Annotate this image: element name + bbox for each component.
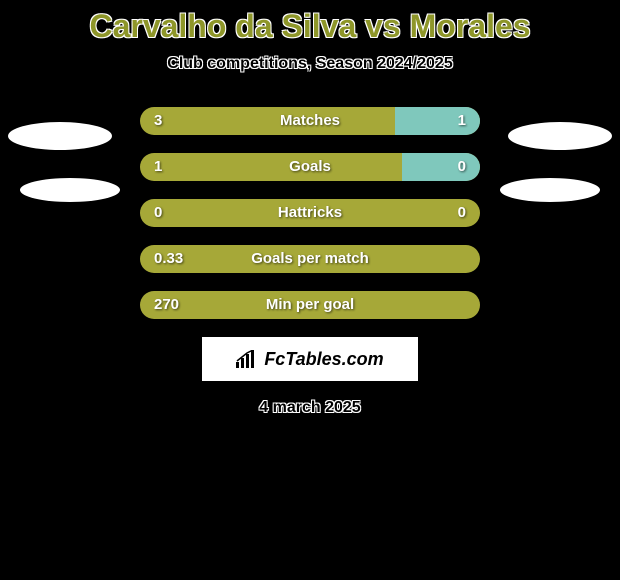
stat-label: Goals bbox=[140, 153, 480, 181]
stat-bar: 270Min per goal bbox=[140, 291, 480, 319]
subtitle: Club competitions, Season 2024/2025 bbox=[0, 55, 620, 73]
page-title: Carvalho da Silva vs Morales bbox=[0, 0, 620, 45]
right-decorative-ellipse bbox=[508, 122, 612, 150]
stat-label: Hattricks bbox=[140, 199, 480, 227]
stat-bar: 10Goals bbox=[140, 153, 480, 181]
brand-badge: FcTables.com bbox=[202, 337, 418, 381]
stat-label: Min per goal bbox=[140, 291, 480, 319]
stat-bar: 00Hattricks bbox=[140, 199, 480, 227]
left-decorative-ellipse bbox=[8, 122, 112, 150]
comparison-infographic: Carvalho da Silva vs Morales Club compet… bbox=[0, 0, 620, 580]
chart-icon bbox=[236, 350, 258, 368]
brand-text: FcTables.com bbox=[264, 349, 383, 370]
stat-bar: 0.33Goals per match bbox=[140, 245, 480, 273]
stat-label: Goals per match bbox=[140, 245, 480, 273]
date-text: 4 march 2025 bbox=[0, 399, 620, 417]
stat-label: Matches bbox=[140, 107, 480, 135]
left-decorative-ellipse bbox=[20, 178, 120, 202]
right-decorative-ellipse bbox=[500, 178, 600, 202]
stat-bar: 31Matches bbox=[140, 107, 480, 135]
